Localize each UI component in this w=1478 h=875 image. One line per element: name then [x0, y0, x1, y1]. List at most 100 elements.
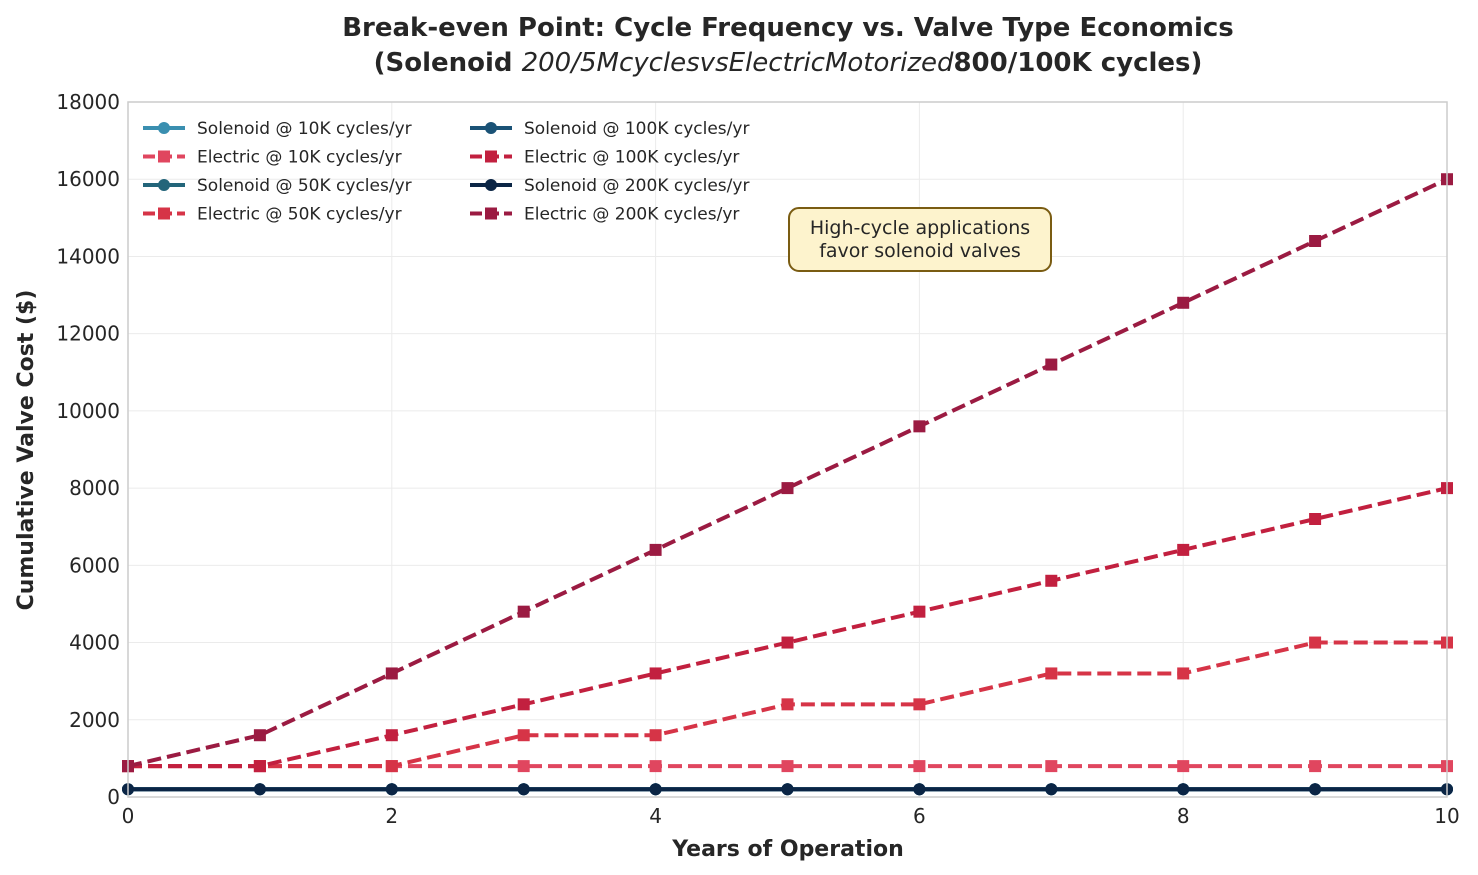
y-tick-label: 16000: [56, 167, 120, 191]
data-point: [1309, 783, 1322, 796]
data-point: [649, 760, 662, 773]
legend-item: Electric @ 10K cycles/yr: [143, 148, 402, 168]
data-point: [1177, 296, 1190, 309]
legend-item: Electric @ 200K cycles/yr: [470, 205, 739, 225]
data-point: [517, 729, 530, 742]
legend-marker: [485, 150, 497, 163]
legend-label: Electric @ 10K cycles/yr: [197, 148, 402, 168]
x-tick-label: 6: [913, 804, 926, 828]
data-point: [913, 760, 926, 773]
data-point: [1177, 667, 1190, 680]
legend-label: Electric @ 200K cycles/yr: [524, 205, 739, 225]
data-point: [1177, 543, 1190, 556]
y-tick-label: 10000: [56, 399, 120, 423]
y-tick-label: 4000: [69, 631, 120, 655]
data-point: [1045, 760, 1058, 773]
legend-label: Electric @ 50K cycles/yr: [197, 205, 402, 225]
y-tick-label: 8000: [69, 476, 120, 500]
data-point: [1177, 760, 1190, 773]
legend-marker: [158, 207, 170, 220]
data-point: [517, 605, 530, 618]
series-solenoid-200k-cycles-yr: [122, 783, 1453, 796]
data-point: [517, 698, 530, 711]
x-tick-label: 0: [122, 804, 135, 828]
data-point: [913, 783, 926, 796]
x-tick-label: 2: [385, 804, 398, 828]
annotation-line2: favor solenoid valves: [819, 240, 1021, 262]
data-point: [385, 729, 398, 742]
x-tick-label: 8: [1177, 804, 1190, 828]
y-tick-label: 2000: [69, 708, 120, 732]
legend-item: Solenoid @ 200K cycles/yr: [470, 176, 749, 196]
data-point: [781, 482, 794, 495]
data-point: [781, 783, 794, 796]
legend-item: Solenoid @ 10K cycles/yr: [143, 119, 412, 139]
data-point: [1045, 358, 1058, 371]
legend-label: Solenoid @ 50K cycles/yr: [197, 176, 412, 196]
legend-item: Solenoid @ 100K cycles/yr: [470, 119, 749, 139]
legend-item: Electric @ 50K cycles/yr: [143, 205, 402, 225]
x-axis-label: Years of Operation: [671, 837, 904, 862]
annotation: High-cycle applications favor solenoid v…: [788, 207, 1052, 272]
title-part-c: 800/100K cycles): [953, 48, 1202, 78]
data-point: [385, 783, 398, 796]
data-point: [1309, 636, 1322, 649]
data-point: [517, 760, 530, 773]
plot-frame: [127, 101, 1448, 798]
series-electric-200k-cycles-yr: [122, 173, 1453, 773]
x-tick-label: 4: [649, 804, 662, 828]
series-line: [128, 486, 1448, 769]
ticks: 0 2 4 6 8 10 0 2000 4000 6000 8000 10000 12000 14000 1…: [56, 90, 1459, 828]
legend-marker: [485, 179, 497, 191]
legend-item: Solenoid @ 50K cycles/yr: [143, 176, 412, 196]
legend-label: Solenoid @ 10K cycles/yr: [197, 119, 412, 139]
chart-title-line1: Break-even Point: Cycle Frequency vs. Va…: [342, 13, 1234, 43]
data-point: [913, 420, 926, 433]
data-point: [1309, 760, 1322, 773]
data-point: [1045, 783, 1058, 796]
legend-label: Solenoid @ 100K cycles/yr: [524, 119, 749, 139]
legend-label: Electric @ 100K cycles/yr: [524, 148, 739, 168]
series-group: [122, 173, 1453, 796]
legend-marker: [485, 207, 497, 220]
y-tick-label: 18000: [56, 90, 120, 114]
data-point: [649, 783, 662, 796]
y-tick-label: 12000: [56, 322, 120, 346]
legend-marker: [158, 179, 170, 191]
data-point: [253, 783, 266, 796]
data-point: [781, 636, 794, 649]
data-point: [385, 667, 398, 680]
legend-marker: [158, 150, 170, 163]
data-point: [1309, 235, 1322, 247]
y-tick-label: 0: [107, 785, 120, 809]
legend-label: Solenoid @ 200K cycles/yr: [524, 176, 749, 196]
y-axis-label: Cumulative Valve Cost ($): [14, 290, 39, 611]
series-line: [127, 177, 1448, 769]
x-tick-label: 10: [1434, 804, 1459, 828]
y-tick-label: 14000: [56, 244, 120, 268]
chart-title-line2: (Solenoid 200/5McyclesvsElectricMotorize…: [374, 48, 1203, 78]
legend-marker: [158, 122, 170, 134]
data-point: [781, 698, 794, 711]
legend: Solenoid @ 10K cycles/yr Electric @ 10K c…: [143, 119, 749, 225]
title-part-a: (Solenoid: [374, 48, 522, 78]
legend-item: Electric @ 100K cycles/yr: [470, 148, 739, 168]
data-point: [253, 729, 266, 742]
data-point: [781, 760, 794, 773]
data-point: [385, 760, 398, 773]
data-point: [649, 729, 662, 742]
data-point: [1045, 574, 1058, 587]
data-point: [649, 543, 662, 556]
annotation-box: [788, 207, 1052, 272]
annotation-line1: High-cycle applications: [810, 217, 1030, 239]
title-part-b: 200/5McyclesvsElectricMotorized: [522, 48, 954, 78]
data-point: [1177, 783, 1190, 796]
data-point: [1309, 513, 1322, 525]
data-point: [517, 783, 530, 796]
legend-marker: [485, 122, 497, 134]
data-point: [253, 760, 266, 773]
y-tick-label: 6000: [69, 553, 120, 577]
data-point: [913, 605, 926, 618]
data-point: [1045, 667, 1058, 680]
